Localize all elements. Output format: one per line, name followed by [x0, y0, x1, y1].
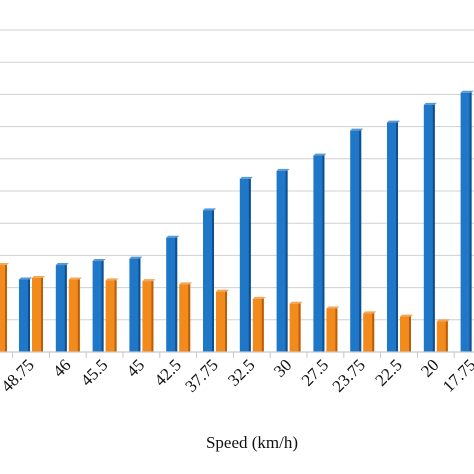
bar-series2	[289, 301, 303, 352]
bar-series2	[363, 311, 377, 352]
x-tick-label: 20	[417, 355, 442, 380]
bar-series1	[203, 208, 216, 352]
x-tick-label: 48.75	[0, 355, 38, 395]
x-tick-labels: 48.75 46 45.5 45 42.537.75 32.5 30 27.523.75 22.…	[0, 352, 474, 396]
x-tick-label: 17.75	[439, 355, 474, 395]
x-tick-label: 27.5	[298, 355, 332, 389]
bar-series1	[423, 102, 437, 353]
bar-series1	[92, 259, 106, 352]
bar-series1	[350, 128, 364, 352]
bar-series2	[216, 289, 229, 352]
bar-series1	[460, 90, 474, 352]
x-tick-label: 46	[49, 355, 74, 380]
x-tick-label: 32.5	[224, 355, 258, 389]
bar-series1	[387, 120, 400, 352]
bar-series1	[276, 168, 290, 352]
bar-series1	[55, 263, 69, 352]
bar-series2	[142, 279, 156, 352]
bar-series1	[19, 277, 32, 352]
bar-series1	[239, 176, 253, 352]
bar-series2	[326, 306, 340, 352]
bar-series1	[313, 153, 327, 352]
x-axis-title: Speed (km/h)	[206, 433, 298, 452]
bar-series1	[129, 256, 143, 352]
x-tick-label: 45	[123, 355, 148, 380]
bar-series2	[32, 275, 45, 352]
bar-series2	[436, 319, 450, 352]
x-tick-label: 37.75	[181, 355, 221, 395]
x-tick-label: 42.5	[151, 355, 185, 389]
x-tick-label: 30	[270, 355, 295, 380]
bar-series2	[252, 296, 266, 352]
bars	[0, 90, 474, 353]
bar-series2	[105, 278, 119, 352]
x-tick-label: 45.5	[77, 355, 111, 389]
bar-series2	[68, 277, 82, 352]
x-tick-label: 23.75	[329, 355, 369, 395]
bar-series2-partial	[0, 263, 9, 352]
bar-series2	[179, 282, 193, 352]
x-tick-label: 22.5	[371, 355, 405, 389]
bar-series2	[400, 314, 413, 352]
gridlines	[0, 29, 474, 321]
bar-series1	[166, 235, 180, 352]
